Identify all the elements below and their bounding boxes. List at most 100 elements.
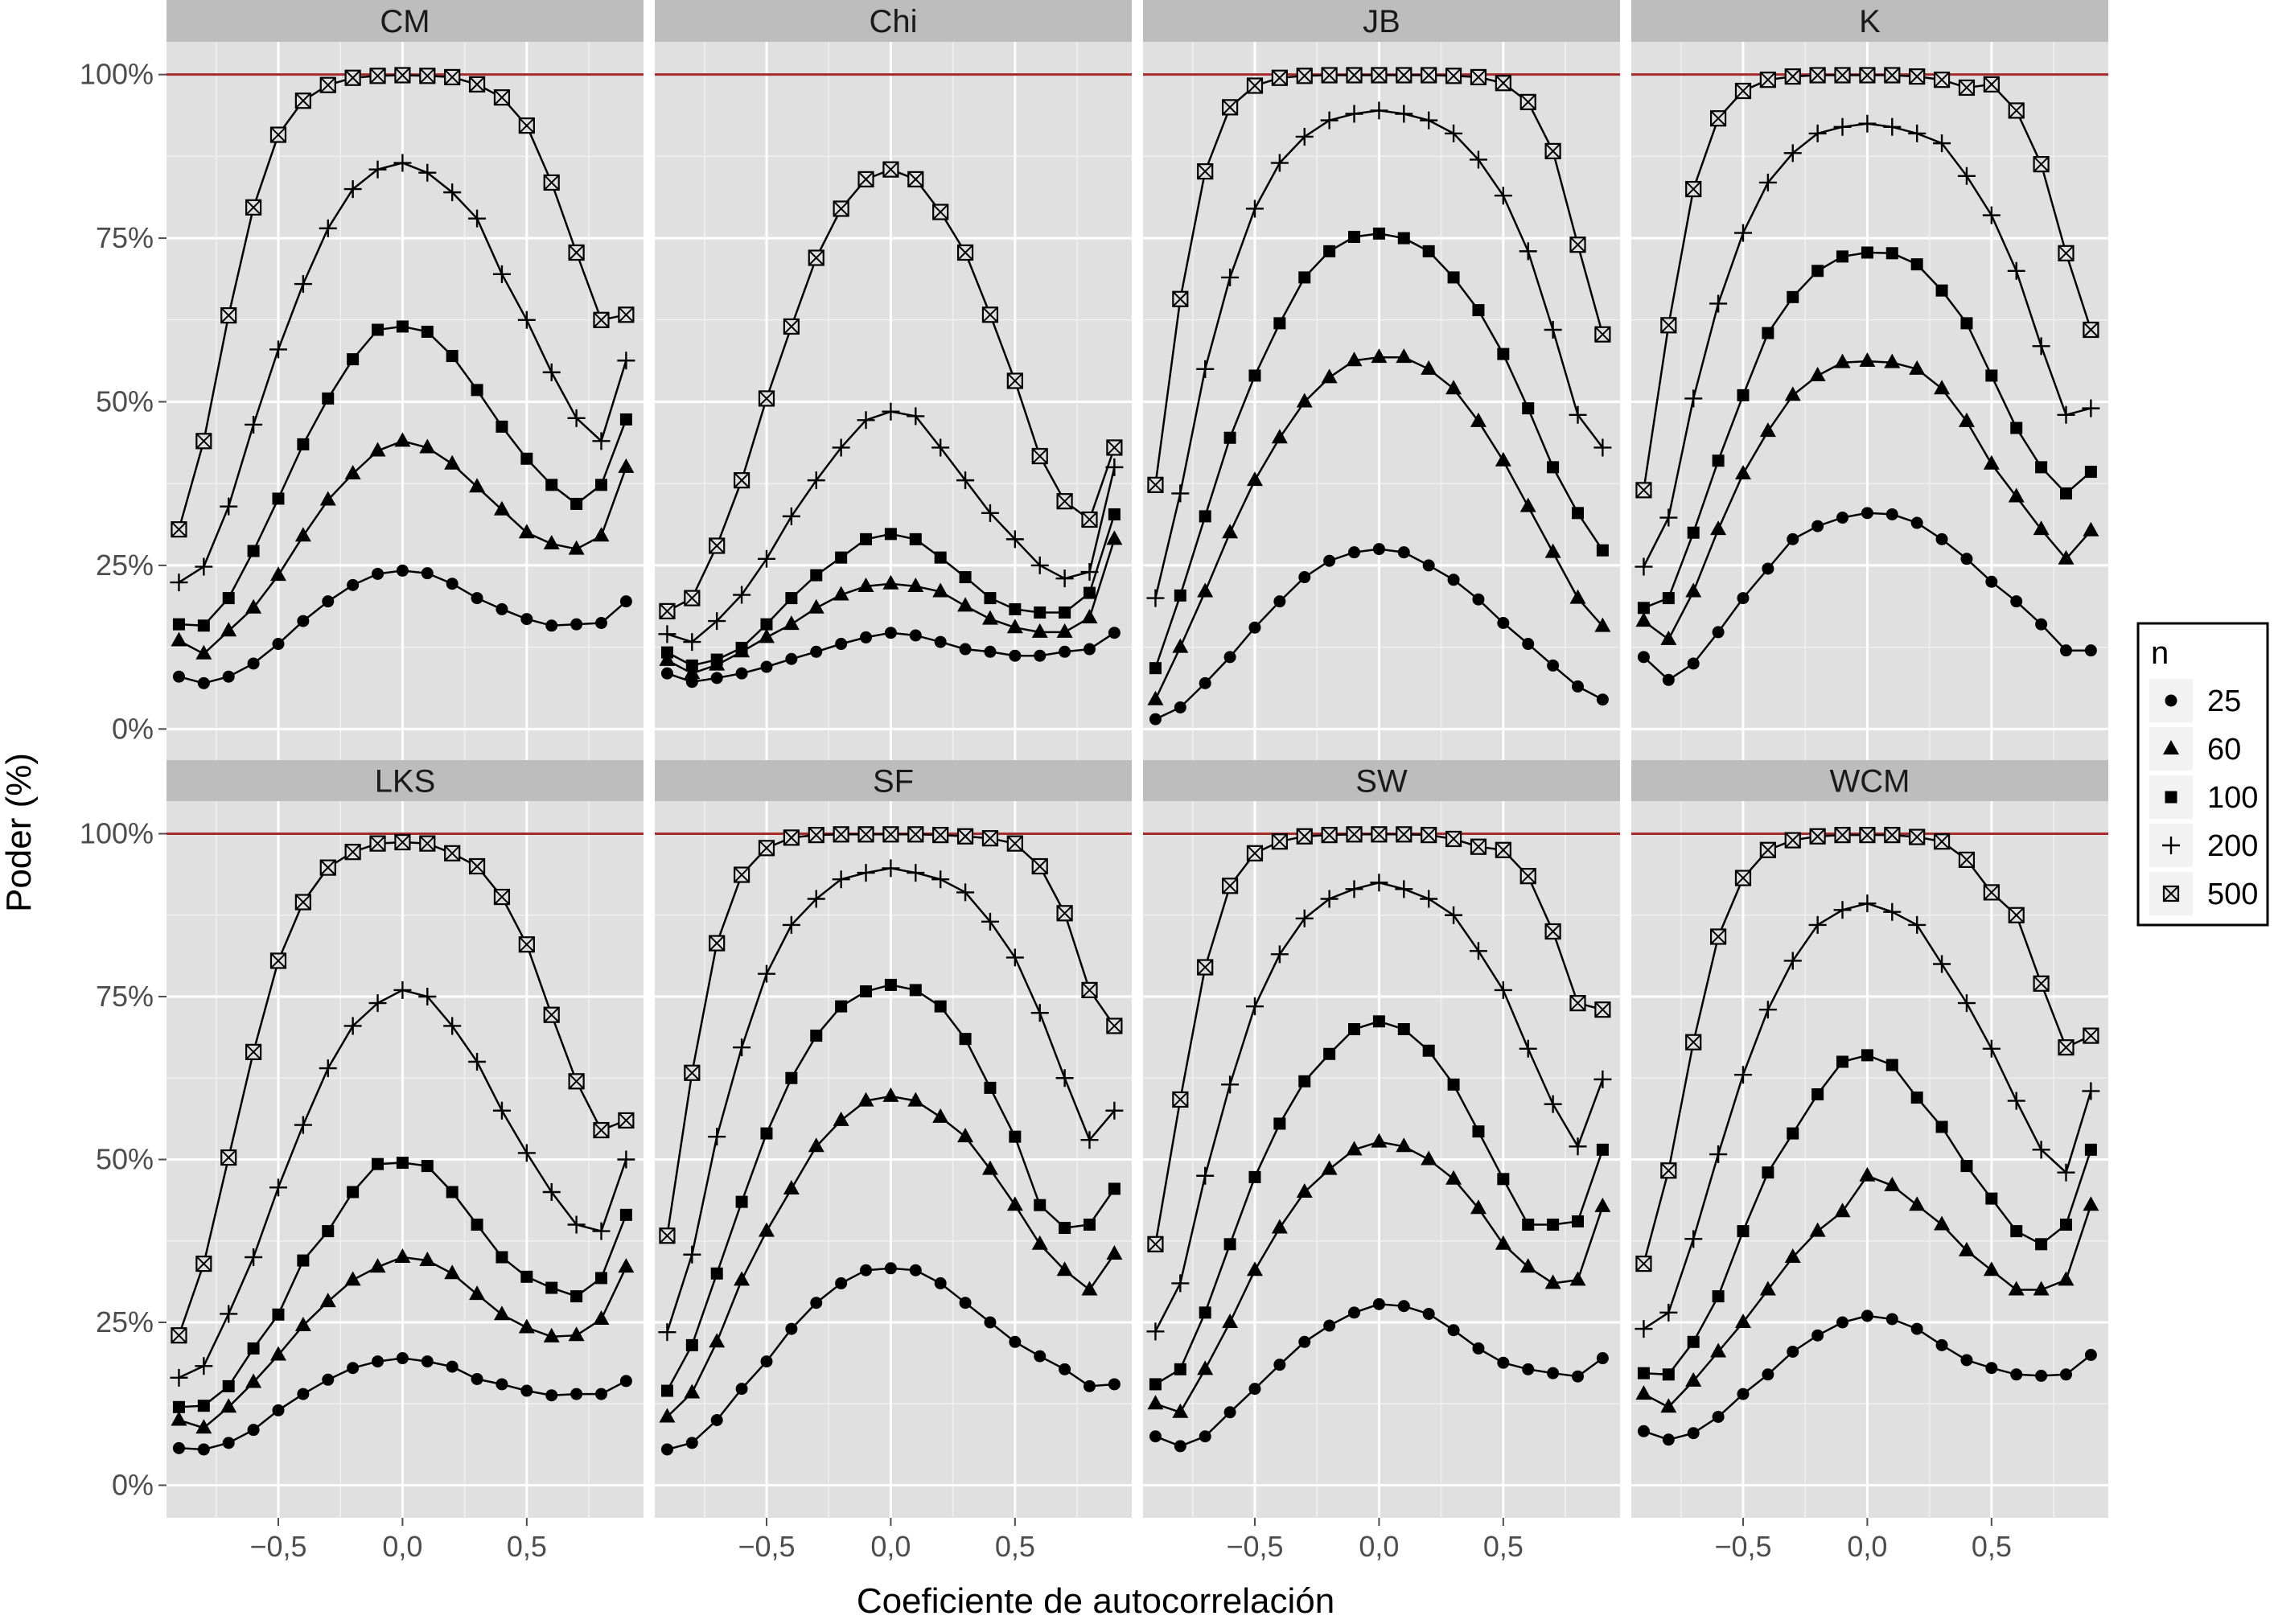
data-point <box>984 1081 997 1094</box>
data-point <box>197 1443 210 1456</box>
data-point <box>543 535 560 550</box>
data-point <box>418 988 437 1005</box>
data-point <box>344 465 361 479</box>
data-point <box>593 1309 610 1325</box>
data-point <box>2008 1281 2025 1296</box>
series-n-60 <box>659 530 1123 680</box>
data-point <box>1596 1352 1609 1365</box>
data-point <box>1885 1059 1898 1071</box>
legend-entry-200: 200 <box>2149 824 2258 867</box>
data-point <box>1569 1271 1586 1286</box>
data-point <box>956 828 974 845</box>
legend-entry-60: 60 <box>2149 727 2241 771</box>
data-point <box>1422 1307 1435 1320</box>
boxed-cross-lines <box>1247 77 1263 94</box>
data-point <box>1370 101 1388 120</box>
data-point <box>446 578 459 590</box>
boxed-cross-lines <box>1934 72 1950 88</box>
data-point <box>735 667 748 680</box>
data-point <box>1197 582 1214 598</box>
data-point <box>468 209 487 228</box>
data-point <box>372 1157 384 1170</box>
data-point <box>1030 1004 1049 1022</box>
data-point <box>1734 870 1752 886</box>
data-point <box>1569 236 1586 253</box>
data-point <box>860 1264 873 1277</box>
y-tick-label: 100% <box>80 58 154 91</box>
data-point <box>1372 1297 1385 1310</box>
data-point <box>1809 67 1826 84</box>
data-point <box>372 323 384 336</box>
panel-strip-label: SW <box>1355 764 1408 800</box>
data-point <box>659 1227 676 1244</box>
legend-entry-500: 500 <box>2149 872 2258 915</box>
data-point <box>520 1384 533 1397</box>
boxed-cross-lines <box>1934 833 1950 849</box>
data-point <box>1660 1162 1677 1179</box>
boxed-cross-lines <box>419 68 436 84</box>
data-point <box>1006 835 1023 852</box>
data-point <box>1495 75 1511 92</box>
boxed-cross-lines <box>907 826 924 843</box>
data-point <box>882 402 900 421</box>
data-point <box>396 1157 409 1170</box>
boxed-cross-lines <box>1421 827 1437 843</box>
data-point <box>832 870 850 889</box>
data-point <box>195 644 212 660</box>
data-point <box>443 1017 462 1035</box>
data-point <box>1298 571 1311 584</box>
data-point <box>757 549 775 568</box>
data-point <box>2035 1238 2048 1251</box>
data-point <box>1933 833 1951 850</box>
data-point <box>934 551 947 564</box>
data-point <box>758 390 775 407</box>
boxed-cross-lines <box>1635 482 1652 499</box>
boxed-cross-lines <box>469 858 485 874</box>
boxed-cross-lines <box>1445 831 1462 847</box>
data-point <box>1472 593 1485 606</box>
boxed-cross-lines <box>544 175 560 191</box>
boxed-cross-lines <box>1172 291 1189 307</box>
boxed-cross-lines <box>1197 163 1213 179</box>
data-point <box>1199 510 1211 523</box>
data-point <box>1246 1261 1263 1277</box>
y-tick-label: 25% <box>96 1305 154 1338</box>
data-point <box>1958 1241 1975 1256</box>
data-point <box>592 1222 611 1240</box>
data-point <box>1222 524 1239 539</box>
data-point <box>220 1305 238 1323</box>
data-point <box>319 859 336 876</box>
data-point <box>594 479 607 491</box>
data-point <box>1522 638 1535 651</box>
data-point <box>468 1053 487 1071</box>
data-point <box>1910 1092 1923 1104</box>
data-point <box>1571 1215 1584 1227</box>
data-point <box>684 664 701 680</box>
data-point <box>1445 906 1463 924</box>
data-point <box>1762 1166 1774 1179</box>
data-point <box>907 864 925 882</box>
data-point <box>269 340 287 359</box>
data-point <box>1108 1182 1121 1195</box>
data-point <box>1836 250 1849 263</box>
data-point <box>1395 880 1413 898</box>
data-point <box>1199 1430 1211 1443</box>
data-point <box>2010 1368 2023 1381</box>
data-point <box>1147 1395 1164 1410</box>
data-point <box>1660 317 1677 334</box>
data-point <box>1495 1235 1511 1250</box>
y-tick-label: 0% <box>112 712 154 745</box>
data-point <box>710 653 723 666</box>
data-point <box>733 586 751 604</box>
data-point <box>1370 874 1388 892</box>
data-point <box>810 645 823 658</box>
boxed-cross-lines <box>1660 1162 1677 1178</box>
data-point <box>785 592 798 605</box>
data-point <box>932 1108 949 1123</box>
data-point <box>1985 1192 1998 1205</box>
data-point <box>294 93 311 109</box>
series-n-25 <box>1149 1297 1609 1453</box>
data-point <box>733 1038 751 1057</box>
data-point <box>294 1116 312 1134</box>
